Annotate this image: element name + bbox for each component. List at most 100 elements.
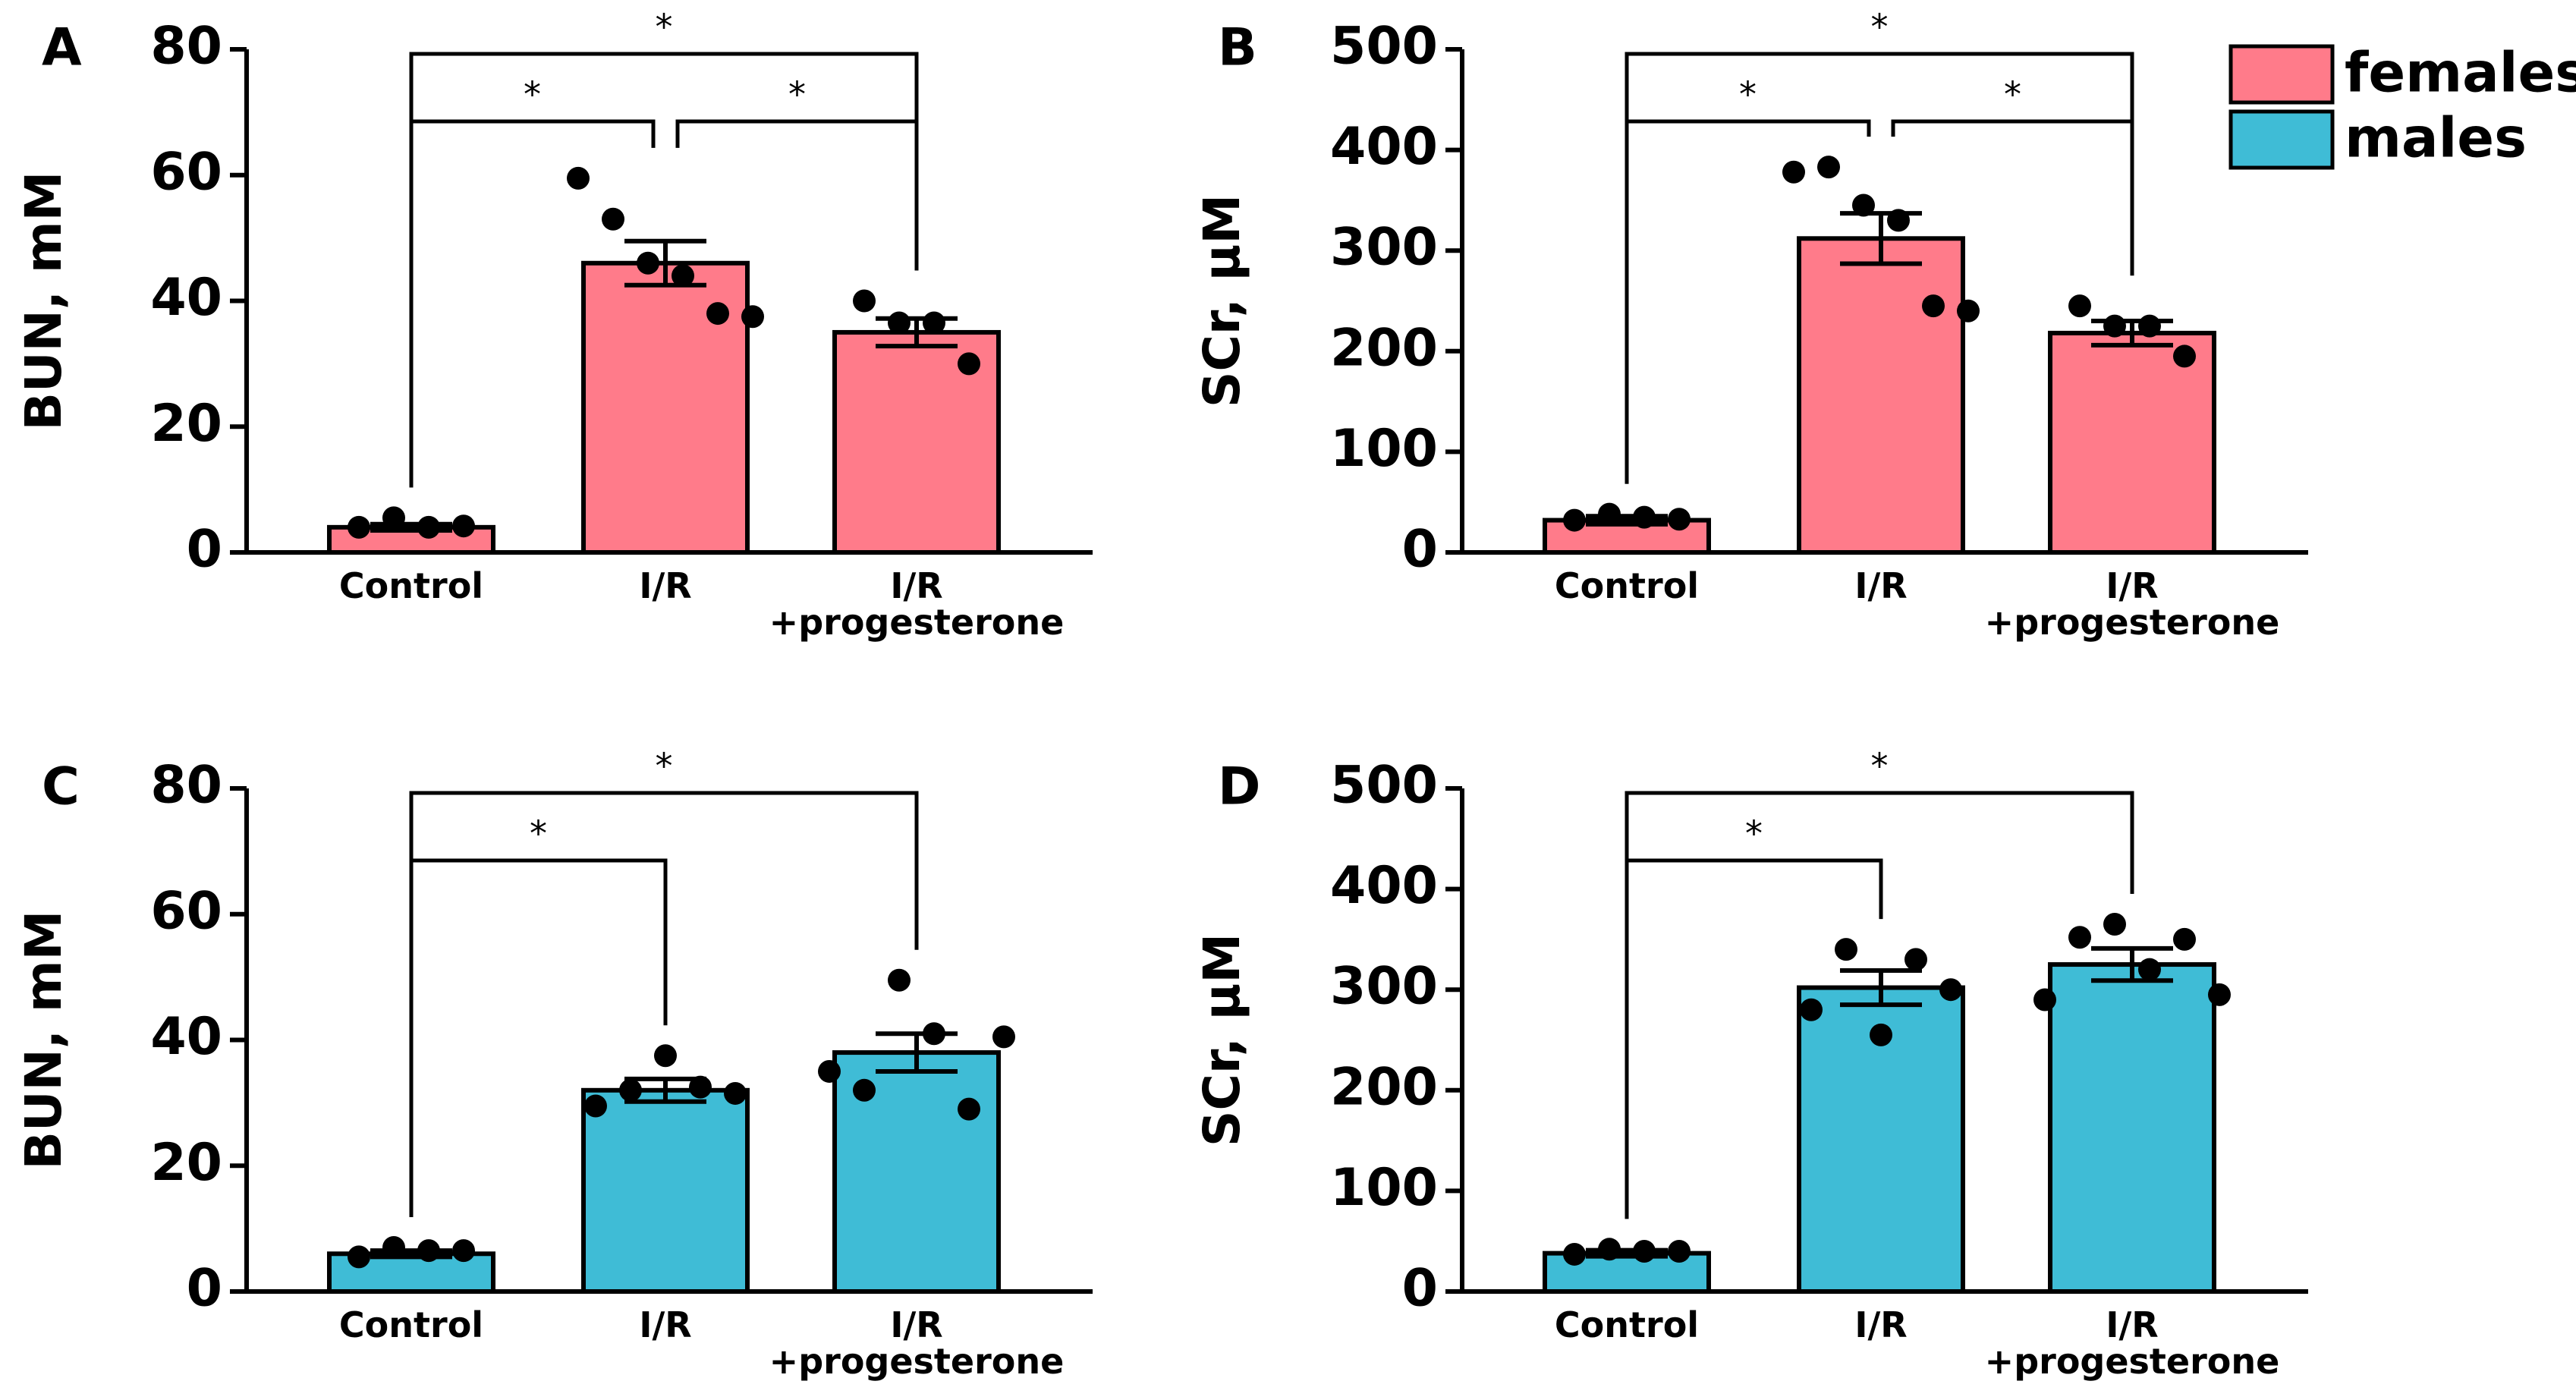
legend-swatch — [2228, 44, 2335, 105]
data-point — [2103, 314, 2126, 338]
y-axis-label: BUN, mM — [14, 171, 73, 431]
data-point — [992, 1025, 1015, 1049]
data-point — [1887, 209, 1910, 232]
data-point — [2173, 927, 2196, 951]
data-point — [1633, 1239, 1656, 1263]
y-tick-label: 80 — [150, 756, 222, 816]
significance-label: * — [530, 813, 547, 854]
y-tick-label: 100 — [1330, 419, 1438, 479]
legend-swatch — [2228, 109, 2335, 170]
bar — [2048, 330, 2216, 555]
y-axis-label: SCr, μM — [1193, 933, 1251, 1147]
data-point — [888, 968, 911, 992]
panel-letter: D — [1218, 757, 1260, 817]
x-tick-label-box: Control — [1430, 568, 1824, 604]
y-tick-label: 500 — [1330, 17, 1438, 77]
significance-label: * — [1871, 7, 1889, 48]
data-point — [2103, 913, 2126, 936]
data-point — [452, 1239, 475, 1263]
significance-label: * — [524, 74, 541, 115]
x-tick-label-box: I/R — [639, 568, 692, 606]
x-tick-label-box: I/R +progesterone — [719, 1307, 1114, 1380]
bar — [581, 1087, 750, 1295]
data-point — [1852, 193, 1875, 217]
x-tick-label-box: Control — [339, 568, 483, 604]
data-point — [348, 515, 370, 539]
x-tick-label: I/R +progesterone — [1984, 1307, 2280, 1383]
x-tick-label-box: I/R — [1854, 568, 1907, 604]
data-point — [958, 352, 980, 376]
data-point — [417, 515, 440, 539]
data-point — [1904, 948, 1927, 971]
x-tick-label: I/R — [1854, 1307, 1908, 1345]
data-point — [923, 1022, 945, 1046]
y-tick-label: 0 — [187, 1259, 222, 1319]
y-tick-label: 400 — [1330, 856, 1438, 916]
data-point — [2138, 958, 2161, 981]
data-point — [1563, 1242, 1586, 1266]
data-point — [452, 514, 475, 538]
panel-letter: A — [42, 18, 82, 78]
significance-bracket — [1625, 858, 1883, 1219]
data-point — [923, 311, 945, 335]
panel-letter: B — [1218, 18, 1257, 78]
x-tick-label-wrap: I/R +progesterone — [1935, 568, 2329, 641]
significance-label: * — [788, 74, 806, 115]
data-point — [1817, 156, 1840, 179]
data-point — [1870, 1023, 1892, 1046]
y-tick-label: 40 — [150, 268, 222, 328]
y-tick-label: 300 — [1330, 957, 1438, 1017]
y-axis-label: SCr, μM — [1193, 194, 1251, 407]
significance-bracket — [1625, 119, 1871, 484]
data-point — [706, 302, 729, 326]
data-point — [1563, 508, 1586, 532]
y-axis-label: BUN, mM — [14, 911, 73, 1170]
x-tick-label-wrap: I/R +progesterone — [719, 568, 1114, 641]
data-point — [1782, 160, 1805, 184]
data-point — [1800, 998, 1823, 1021]
significance-label: * — [656, 7, 673, 48]
x-tick-label-wrap: Control — [214, 1307, 609, 1343]
data-point — [2173, 344, 2196, 368]
significance-label: * — [2004, 74, 2021, 115]
data-point — [2068, 294, 2091, 318]
y-tick-label: 60 — [150, 881, 222, 941]
x-tick-label: I/R — [639, 1307, 692, 1345]
x-tick-label: I/R +progesterone — [1984, 568, 2280, 643]
x-tick-label-wrap: Control — [1430, 568, 1824, 604]
significance-label: * — [1745, 813, 1763, 854]
data-point — [958, 1097, 980, 1121]
data-point — [1939, 978, 1962, 1002]
x-tick-label-wrap: Control — [1430, 1307, 1824, 1343]
x-tick-label-box: I/R +progesterone — [719, 568, 1114, 641]
significance-bracket — [1891, 119, 2134, 276]
significance-label: * — [1739, 74, 1757, 115]
y-tick-label: 60 — [150, 142, 222, 202]
data-point — [348, 1245, 370, 1269]
data-point — [417, 1239, 440, 1263]
legend-label: males — [2345, 106, 2527, 170]
data-point — [853, 289, 876, 313]
x-tick-label-box: Control — [214, 1307, 609, 1343]
x-tick-label: I/R — [639, 568, 692, 606]
x-tick-label-wrap: I/R +progesterone — [719, 1307, 1114, 1380]
x-tick-label-box: Control — [1430, 1307, 1824, 1343]
data-point — [619, 1078, 642, 1102]
data-point — [741, 305, 764, 329]
data-point — [1598, 1238, 1621, 1261]
data-point — [724, 1081, 747, 1105]
bar — [1797, 236, 1965, 555]
data-point — [1668, 508, 1691, 531]
data-point — [853, 1078, 876, 1102]
y-tick-label: 0 — [1402, 1259, 1438, 1319]
x-tick-label: Control — [1554, 1307, 1700, 1345]
y-tick-label: 40 — [150, 1007, 222, 1067]
x-tick-label-box: I/R +progesterone — [1984, 1307, 2280, 1383]
x-tick-label: I/R +progesterone — [769, 568, 1065, 643]
significance-label: * — [1871, 746, 1889, 787]
data-point — [1957, 299, 1980, 322]
data-point — [1633, 505, 1656, 529]
data-point — [2068, 926, 2091, 949]
y-tick-label: 20 — [150, 394, 222, 454]
